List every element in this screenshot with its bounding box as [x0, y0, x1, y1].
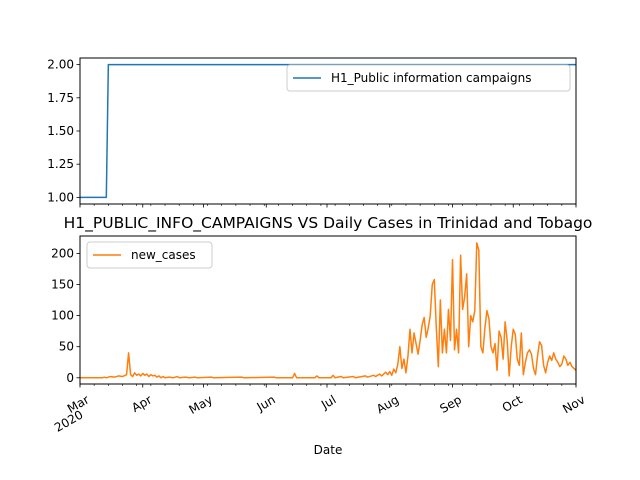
bottom-ytick-label: 150 [51, 278, 74, 292]
xtick-label: Jul [318, 392, 338, 412]
top-ytick-label: 2.00 [47, 58, 74, 72]
bottom-series-line-0 [80, 242, 577, 379]
bottom-ytick-label: 100 [51, 309, 74, 323]
bottom-legend: new_cases [86, 241, 213, 269]
top-legend-label: H1_Public information campaigns [331, 71, 531, 85]
bottom-ytick-label: 0 [66, 371, 74, 385]
bottom-plot-area [80, 242, 577, 379]
top-legend: H1_Public information campaigns [286, 64, 571, 92]
bottom-axes-frame [79, 235, 577, 385]
top-panel: 1.00 1.25 1.50 1.75 2.00 H1_Public informati… [47, 57, 577, 208]
top-ytick-label: 1.00 [47, 190, 74, 204]
top-ytick-label: 1.75 [47, 91, 74, 105]
top-y-axis: 1.00 1.25 1.50 1.75 2.00 [47, 58, 80, 204]
chart-title: H1_PUBLIC_INFO_CAMPAIGNS VS Daily Cases … [64, 214, 593, 233]
top-legend-box [286, 64, 571, 92]
bottom-y-axis: 0 50 100 150 200 [51, 246, 80, 385]
x-axis-label: Date [314, 443, 343, 457]
top-ytick-label: 1.25 [47, 157, 74, 171]
bottom-legend-label: new_cases [131, 248, 196, 262]
bottom-legend-box [86, 241, 213, 269]
top-x-axis [79, 204, 577, 208]
bottom-ytick-label: 50 [59, 340, 74, 354]
top-ytick-label: 1.50 [47, 124, 74, 138]
bottom-ytick-label: 200 [51, 246, 74, 260]
